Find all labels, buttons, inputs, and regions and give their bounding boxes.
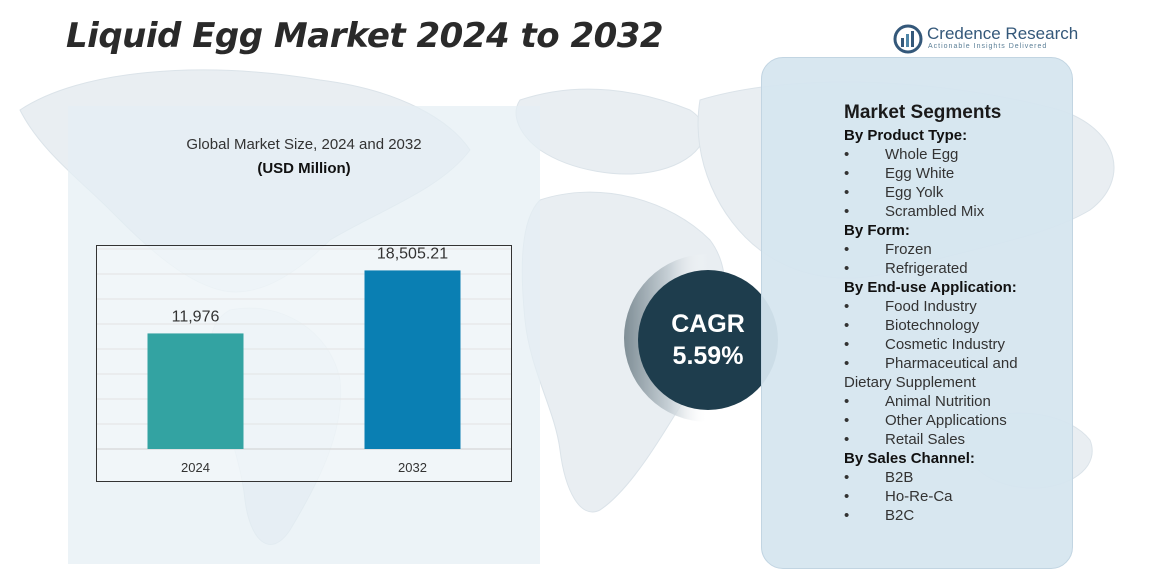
chart-unit-label: (USD Million) (257, 160, 351, 177)
segment-item-label: Ho-Re-Ca (885, 488, 953, 505)
segment-item: • Frozen (844, 240, 1068, 259)
segment-item: • B2B (844, 468, 1068, 487)
bullet-icon: • (844, 184, 850, 201)
segment-item: • Scrambled Mix (844, 202, 1068, 221)
cagr-label: CAGR (671, 310, 745, 338)
segment-item: • Pharmaceutical and Dietary Supplement (844, 354, 1068, 392)
segment-item-label: Egg Yolk (885, 184, 944, 201)
data-label: 18,505.21 (377, 246, 448, 262)
bullet-icon: • (844, 393, 850, 410)
segment-item: • Egg Yolk (844, 183, 1068, 202)
bullet-icon: • (844, 165, 850, 182)
segment-item: • Cosmetic Industry (844, 335, 1068, 354)
bullet-icon: • (844, 507, 850, 524)
segment-item-label: Whole Egg (885, 146, 959, 163)
segment-item-label: B2C (885, 507, 915, 524)
credence-logo-icon (893, 24, 923, 54)
segment-item-label: Biotechnology (885, 317, 980, 334)
bullet-icon: • (844, 412, 850, 429)
brand-name: Credence Research (927, 24, 1079, 43)
bullet-icon: • (844, 241, 850, 258)
segment-item-label: Frozen (885, 241, 932, 258)
segment-item: • Biotechnology (844, 316, 1068, 335)
bullet-icon: • (844, 260, 850, 277)
bullet-icon: • (844, 431, 850, 448)
x-tick-label: 2032 (398, 460, 427, 475)
segment-item-label: Egg White (885, 165, 955, 182)
bullet-icon: • (844, 488, 850, 505)
segment-item-label: Refrigerated (885, 260, 968, 277)
segment-item-label: Food Industry (885, 298, 977, 315)
segment-item-label: Animal Nutrition (885, 393, 991, 410)
segment-item: • Food Industry (844, 297, 1068, 316)
x-tick-label: 2024 (181, 460, 210, 475)
segment-item-label: B2B (885, 469, 914, 486)
data-label: 11,976 (172, 308, 220, 325)
segment-category: By End-use Application: (844, 279, 1017, 296)
segment-category: By Form: (844, 222, 910, 239)
bullet-icon: • (844, 317, 850, 334)
chart-frame: 11,976 2024 18,505.21 2032 (96, 245, 512, 482)
segment-item: • Whole Egg (844, 145, 1068, 164)
bullet-icon: • (844, 469, 850, 486)
cagr-value: 5.59% (672, 342, 744, 370)
segment-category: By Sales Channel: (844, 450, 975, 467)
segment-item: • Egg White (844, 164, 1068, 183)
chart-title: Global Market Size, 2024 and 2032 (186, 136, 422, 153)
bar-2024 (147, 333, 244, 449)
cagr-ring (624, 254, 708, 422)
segment-item: • Refrigerated (844, 259, 1068, 278)
segment-item: • Other Applications (844, 411, 1068, 430)
bullet-icon: • (844, 298, 850, 315)
segment-item-label: Pharmaceutical and Dietary Supplement (844, 355, 1018, 391)
brand-tagline: Actionable Insights Delivered (928, 43, 1048, 50)
brand-logo: Credence Research Actionable Insights De… (893, 22, 1083, 56)
segments-title: Market Segments (844, 102, 1002, 123)
chart-panel: Global Market Size, 2024 and 2032 (USD M… (68, 106, 540, 564)
segment-item-label: Scrambled Mix (885, 203, 985, 220)
segment-item: • Ho-Re-Ca (844, 487, 1068, 506)
segment-item: • B2C (844, 506, 1068, 525)
bar-chart: 11,976 2024 18,505.21 2032 (97, 246, 511, 475)
bar-2032 (364, 270, 461, 449)
page-title: Liquid Egg Market 2024 to 2032 (66, 16, 664, 56)
segments-list: By Product Type: • Whole Egg • Egg White •… (844, 126, 1068, 525)
segment-item: • Retail Sales (844, 430, 1068, 449)
bullet-icon: • (844, 355, 850, 372)
market-segments-panel: Market Segments By Product Type: • Whole … (761, 57, 1073, 569)
bullet-icon: • (844, 336, 850, 353)
bullet-icon: • (844, 203, 850, 220)
segment-item-label: Cosmetic Industry (885, 336, 1006, 353)
segment-item: • Animal Nutrition (844, 392, 1068, 411)
segment-item-label: Retail Sales (885, 431, 966, 448)
cagr-badge: CAGR 5.59% (638, 270, 778, 410)
bullet-icon: • (844, 146, 850, 163)
segment-item-label: Other Applications (885, 412, 1007, 429)
segment-category: By Product Type: (844, 127, 968, 144)
